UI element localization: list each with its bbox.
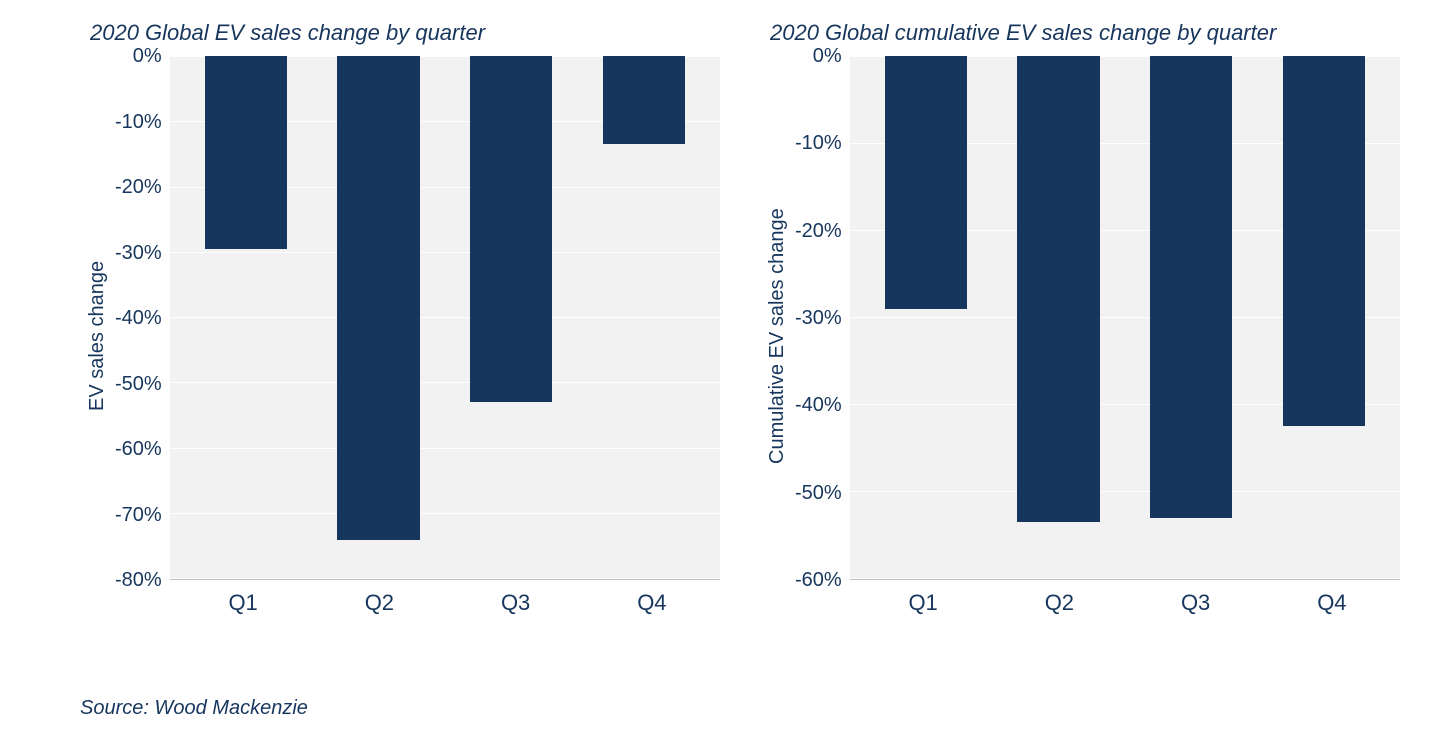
y-ticks-left: 0%-10%-20%-30%-40%-50%-60%-70%-80% [115,56,170,580]
x-ticks-left: Q1Q2Q3Q4 [175,580,720,616]
chart-title-right: 2020 Global cumulative EV sales change b… [760,20,1400,46]
bar-Q1 [205,56,287,249]
x-tick-label: Q4 [1264,590,1400,616]
x-tick-label: Q3 [1128,590,1264,616]
source-attribution: Source: Wood Mackenzie [80,697,308,720]
bar-Q2 [337,56,419,540]
bar-Q2 [1017,56,1099,522]
x-ticks-right: Q1Q2Q3Q4 [855,580,1400,616]
bar-Q4 [603,56,685,144]
y-axis-label-left: EV sales change [80,56,115,616]
left-chart-panel: 2020 Global EV sales change by quarter E… [80,20,720,616]
x-tick-label: Q1 [175,590,311,616]
plot-area-right [850,56,1400,580]
right-chart-panel: 2020 Global cumulative EV sales change b… [760,20,1400,616]
plot-area-left [170,56,720,580]
bar-Q3 [470,56,552,402]
chart-title-left: 2020 Global EV sales change by quarter [80,20,720,46]
bar-Q4 [1283,56,1365,426]
y-ticks-right: 0%-10%-20%-30%-40%-50%-60% [795,56,850,580]
x-tick-label: Q2 [991,590,1127,616]
x-tick-label: Q1 [855,590,991,616]
y-axis-label-right: Cumulative EV sales change [760,56,795,616]
bar-Q1 [885,56,967,309]
bar-Q3 [1150,56,1232,518]
x-tick-label: Q4 [584,590,720,616]
x-tick-label: Q3 [448,590,584,616]
x-tick-label: Q2 [311,590,447,616]
